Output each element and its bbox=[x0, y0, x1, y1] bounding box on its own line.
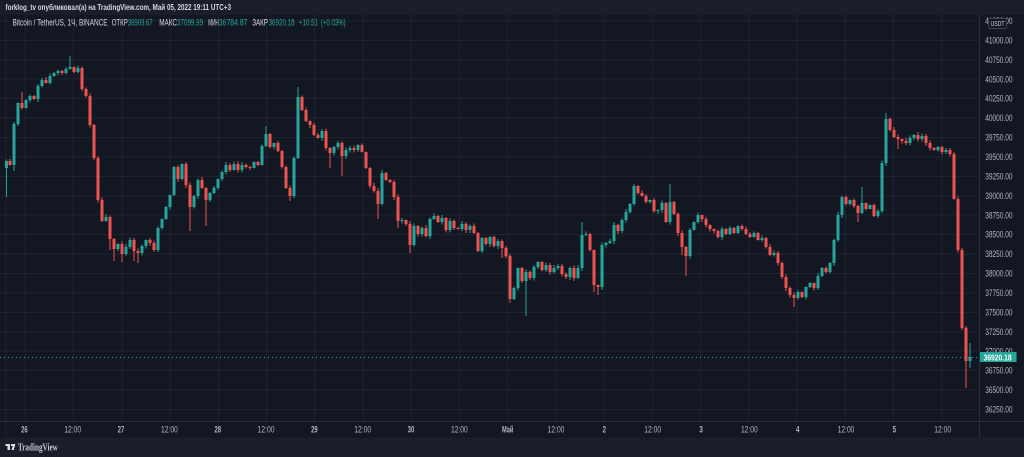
svg-text:28: 28 bbox=[214, 424, 221, 434]
svg-text:36250.00: 36250.00 bbox=[985, 405, 1012, 415]
svg-text:Bitcoin / TetherUS, 1Ч, BINANC: Bitcoin / TetherUS, 1Ч, BINANCE bbox=[13, 18, 108, 28]
svg-text:12:00: 12:00 bbox=[741, 424, 758, 434]
svg-text:27: 27 bbox=[118, 424, 125, 434]
svg-text:38500.00: 38500.00 bbox=[985, 230, 1012, 240]
svg-text:37000.00: 37000.00 bbox=[985, 346, 1012, 356]
svg-text:12:00: 12:00 bbox=[644, 424, 661, 434]
svg-text:4: 4 bbox=[796, 424, 799, 434]
svg-text:38750.00: 38750.00 bbox=[985, 210, 1012, 220]
svg-text:12:00: 12:00 bbox=[354, 424, 371, 434]
svg-text:12:00: 12:00 bbox=[548, 424, 565, 434]
svg-text:ЗАКР: ЗАКР bbox=[252, 18, 268, 28]
svg-text:41000.00: 41000.00 bbox=[985, 35, 1012, 45]
svg-text:38250.00: 38250.00 bbox=[985, 249, 1012, 259]
svg-text:39000.00: 39000.00 bbox=[985, 191, 1012, 201]
svg-text:2: 2 bbox=[603, 424, 606, 434]
svg-text:12:00: 12:00 bbox=[451, 424, 468, 434]
svg-text:12:00: 12:00 bbox=[161, 424, 178, 434]
svg-text:TradingView: TradingView bbox=[18, 443, 58, 454]
svg-text:Май: Май bbox=[502, 424, 514, 434]
svg-text:40750.00: 40750.00 bbox=[985, 55, 1012, 65]
svg-text:26: 26 bbox=[21, 424, 28, 434]
svg-text:5: 5 bbox=[893, 424, 896, 434]
svg-text:39250.00: 39250.00 bbox=[985, 171, 1012, 181]
svg-text:36784.87: 36784.87 bbox=[219, 18, 248, 28]
svg-text:38000.00: 38000.00 bbox=[985, 269, 1012, 279]
svg-text:37250.00: 37250.00 bbox=[985, 327, 1012, 337]
svg-text:12:00: 12:00 bbox=[838, 424, 855, 434]
svg-text:12:00: 12:00 bbox=[934, 424, 951, 434]
svg-text:40000.00: 40000.00 bbox=[985, 113, 1012, 123]
svg-text:ОТКР: ОТКР bbox=[112, 18, 128, 28]
svg-text:37099.99: 37099.99 bbox=[177, 18, 203, 28]
svg-text:12:00: 12:00 bbox=[64, 424, 81, 434]
svg-text:40250.00: 40250.00 bbox=[985, 94, 1012, 104]
svg-text:36920.18: 36920.18 bbox=[269, 18, 295, 28]
svg-text:36909.67: 36909.67 bbox=[128, 18, 153, 28]
svg-text:36500.00: 36500.00 bbox=[985, 385, 1012, 395]
svg-text:39750.00: 39750.00 bbox=[985, 133, 1012, 143]
svg-text:36750.00: 36750.00 bbox=[985, 366, 1012, 376]
svg-text:12:00: 12:00 bbox=[258, 424, 275, 434]
svg-text:36920.18: 36920.18 bbox=[984, 352, 1012, 362]
svg-text:3: 3 bbox=[699, 424, 702, 434]
svg-text:+10.51: +10.51 bbox=[299, 18, 318, 28]
svg-text:МАКС: МАКС bbox=[159, 18, 177, 28]
svg-text:МИН: МИН bbox=[208, 18, 219, 28]
svg-text:USDT: USDT bbox=[991, 19, 1005, 28]
svg-text:30: 30 bbox=[408, 424, 415, 434]
svg-text:39500.00: 39500.00 bbox=[985, 152, 1012, 162]
svg-text:(+0.03%): (+0.03%) bbox=[321, 18, 346, 28]
svg-text:forklog_tv опубликовал(а) на T: forklog_tv опубликовал(а) на TradingView… bbox=[6, 2, 232, 12]
svg-text:29: 29 bbox=[311, 424, 318, 434]
svg-text:37750.00: 37750.00 bbox=[985, 288, 1012, 298]
svg-text:40500.00: 40500.00 bbox=[985, 74, 1012, 84]
svg-text:37500.00: 37500.00 bbox=[985, 307, 1012, 317]
